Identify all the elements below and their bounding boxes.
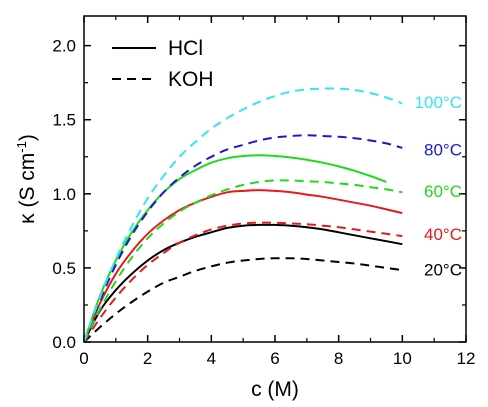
x-axis-title: c (M) <box>251 378 299 401</box>
legend-label-hcl: HCl <box>168 37 203 60</box>
y-axis-title-main: κ (S cm <box>16 153 39 224</box>
x-tick-label: 10 <box>393 349 412 368</box>
x-tick-label: 6 <box>270 349 279 368</box>
y-axis-title-sup: -1 <box>14 141 29 153</box>
y-tick-label: 0.5 <box>52 259 76 278</box>
x-tick-label: 8 <box>334 349 343 368</box>
temperature-label-20c: 20°C <box>424 260 462 279</box>
y-axis-title: κ (S cm-1) <box>14 134 39 224</box>
x-tick-label: 12 <box>457 349 476 368</box>
series-line-hcl-60c <box>83 154 387 343</box>
temperature-label-100c: 100°C <box>415 93 462 112</box>
temperature-label-60c: 60°C <box>424 182 462 201</box>
x-tick-label: 2 <box>143 349 152 368</box>
y-axis-title-close: ) <box>16 134 39 141</box>
legend-label-koh: KOH <box>168 68 214 91</box>
series-line-koh-20c <box>83 257 403 343</box>
series-line-hcl-40c <box>83 189 403 343</box>
plot-frame <box>83 15 467 343</box>
x-tick-label: 4 <box>207 349 216 368</box>
legend: HCl KOH <box>112 37 214 91</box>
series-line-koh-100c <box>83 87 403 343</box>
temperature-label-40c: 40°C <box>424 225 462 244</box>
series-line-koh-80c <box>83 134 403 343</box>
curves-group <box>83 87 403 343</box>
series-line-hcl-20c <box>83 223 403 343</box>
ticks-group: 0 2 4 6 8 10 12 0.0 0.5 1.0 1.5 2.0 <box>52 16 475 368</box>
series-line-koh-60c <box>83 179 403 343</box>
y-tick-label: 1.0 <box>52 185 76 204</box>
y-tick-label: 2.0 <box>52 37 76 56</box>
y-tick-label: 0.0 <box>52 333 76 352</box>
series-line-koh-40c <box>83 221 403 343</box>
temperature-labels: 100°C 80°C 60°C 40°C 20°C <box>415 93 462 279</box>
x-tick-label: 0 <box>79 349 88 368</box>
y-tick-label: 1.5 <box>52 111 76 130</box>
temperature-label-80c: 80°C <box>424 140 462 159</box>
